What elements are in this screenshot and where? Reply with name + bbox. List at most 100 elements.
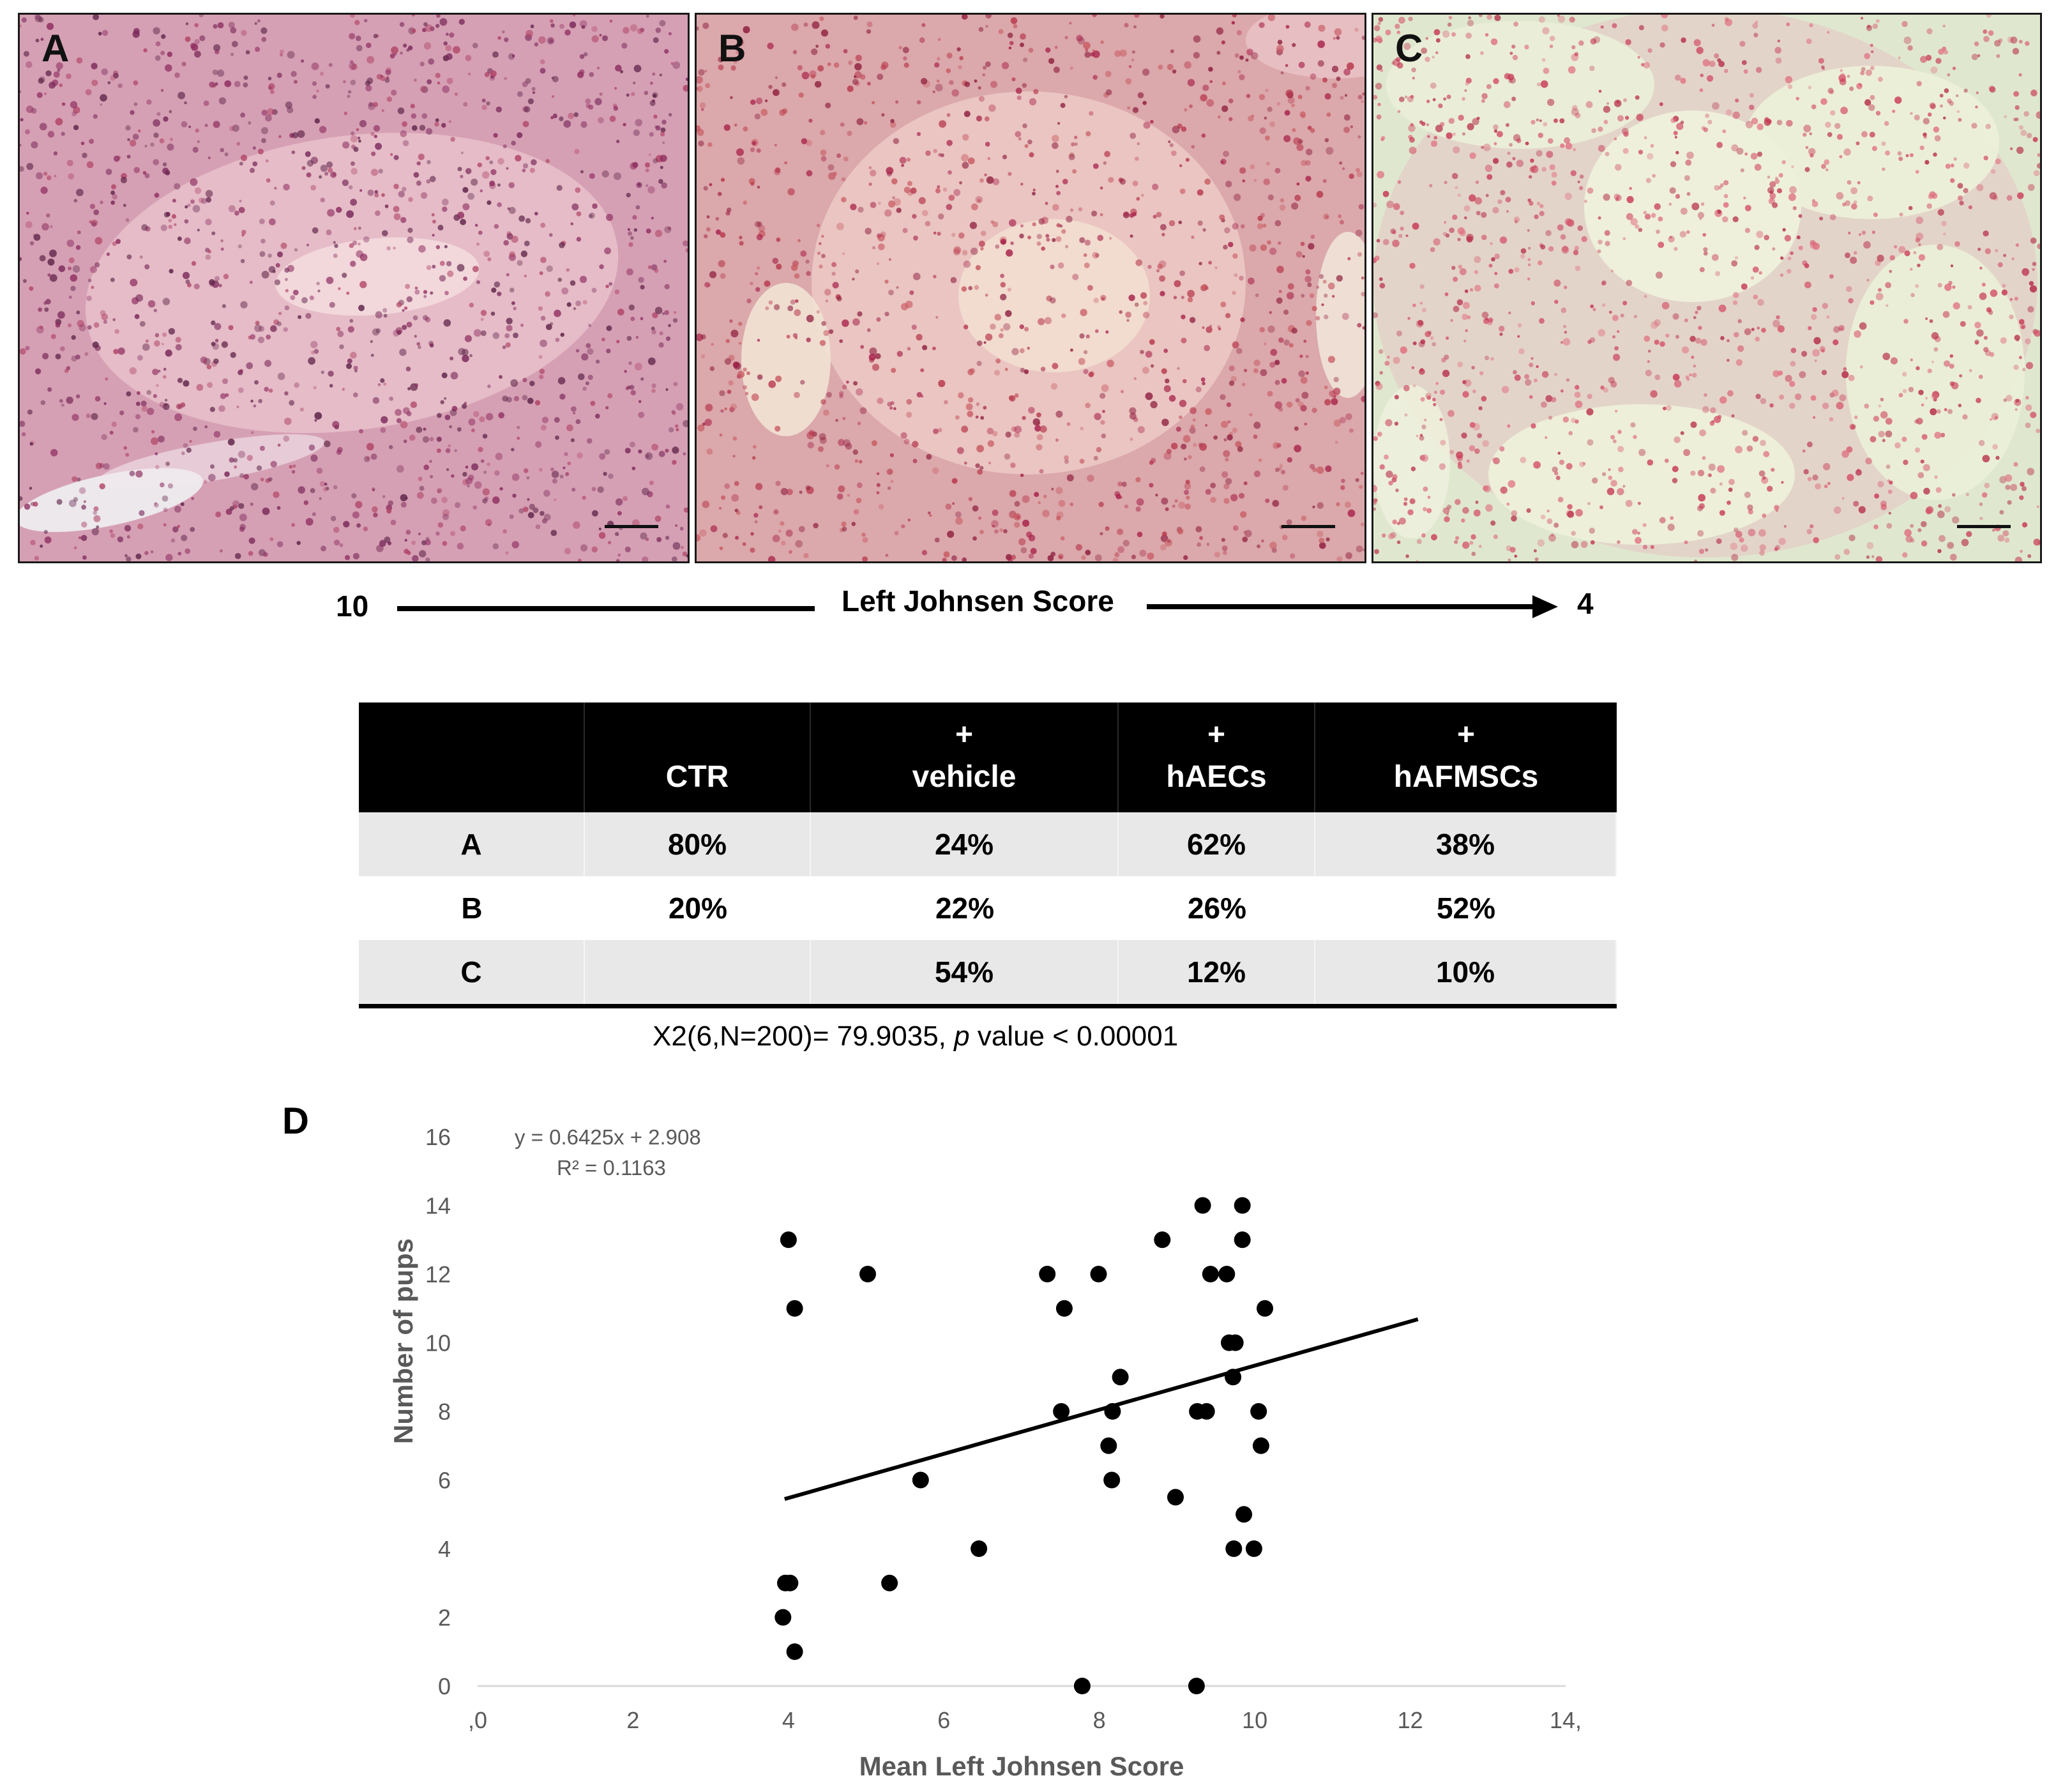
data-point xyxy=(881,1574,898,1591)
x-tick-label: 10 xyxy=(1242,1707,1267,1733)
stat-prefix: X2(6,N=200)= 79.9035, xyxy=(653,1021,955,1052)
table-header-cell: CTR xyxy=(585,702,811,812)
data-point xyxy=(1188,1678,1205,1694)
y-axis-ticks: 0 2 4 6 8 10 12 14 16 xyxy=(425,1124,451,1699)
table-header-cell: + hAFMSCs xyxy=(1315,702,1617,812)
table-bottom-rule xyxy=(359,1004,1617,1008)
data-point xyxy=(912,1471,929,1489)
chi-square-statistic: X2(6,N=200)= 79.9035, p value < 0.00001 xyxy=(653,1021,1178,1052)
data-point xyxy=(1090,1266,1107,1282)
stat-p: p xyxy=(954,1021,970,1052)
x-tick-label: 12 xyxy=(1398,1707,1423,1733)
data-point xyxy=(1252,1437,1269,1454)
y-tick-label: 0 xyxy=(438,1673,451,1699)
header-top: + xyxy=(1207,718,1226,752)
data-point xyxy=(1227,1334,1244,1351)
table-header-row: CTR + vehicle + hAECs + hAFMSCs xyxy=(359,702,1617,812)
y-tick-label: 14 xyxy=(425,1193,451,1219)
data-point xyxy=(786,1643,803,1660)
data-point xyxy=(1100,1437,1117,1454)
data-point xyxy=(1053,1403,1070,1420)
data-point xyxy=(1236,1506,1253,1523)
data-points xyxy=(775,1197,1273,1694)
data-point xyxy=(780,1231,797,1249)
data-point xyxy=(1055,1300,1073,1317)
x-tick-label: 6 xyxy=(937,1707,950,1733)
data-point xyxy=(1225,1369,1242,1386)
johnsen-left-value: 10 xyxy=(336,589,369,623)
data-point xyxy=(1073,1678,1091,1694)
table-row: B 20% 22% 26% 52% xyxy=(359,876,1617,940)
data-point xyxy=(1234,1231,1251,1249)
y-tick-label: 2 xyxy=(438,1605,451,1631)
johnsen-arrowhead-icon xyxy=(1532,595,1558,618)
y-tick-label: 6 xyxy=(438,1468,451,1494)
johnsen-right-value: 4 xyxy=(1577,587,1594,620)
johnsen-axis-line-right xyxy=(1147,604,1536,609)
data-point xyxy=(1257,1300,1273,1317)
data-point xyxy=(1198,1403,1215,1420)
header-bottom: vehicle xyxy=(912,760,1017,794)
data-point xyxy=(775,1609,792,1626)
y-tick-label: 8 xyxy=(438,1399,451,1425)
table-cell: 24% xyxy=(811,812,1119,876)
x-axis-ticks: ,0 2 4 6 8 10 12 14, xyxy=(468,1707,1582,1733)
table-header-cell: + vehicle xyxy=(811,702,1119,812)
panel-b-letter: B xyxy=(718,27,746,70)
table-cell: 62% xyxy=(1119,812,1315,876)
data-point xyxy=(786,1300,803,1317)
data-point xyxy=(859,1266,876,1282)
header-top: + xyxy=(955,718,974,752)
data-point xyxy=(1039,1266,1056,1282)
x-tick-label: ,0 xyxy=(468,1707,487,1733)
trendline-r2: R² = 0.1163 xyxy=(557,1156,666,1180)
y-tick-label: 16 xyxy=(425,1124,451,1150)
panel-a-scale-bar xyxy=(605,525,658,528)
trendline-equation: y = 0.6425x + 2.908 xyxy=(515,1125,701,1149)
data-point xyxy=(1154,1231,1171,1249)
micrograph-panel-b: B xyxy=(695,13,1366,563)
johnsen-axis-title: Left Johnsen Score xyxy=(842,584,1114,618)
y-tick-label: 4 xyxy=(438,1536,451,1562)
data-point xyxy=(1218,1266,1236,1282)
panel-d-letter: D xyxy=(282,1100,309,1142)
y-axis-label: Number of pups xyxy=(388,1238,418,1444)
x-tick-label: 8 xyxy=(1093,1707,1106,1733)
table-row: C 54% 12% 10% xyxy=(359,940,1617,1004)
table-cell: 26% xyxy=(1187,892,1247,925)
table-cell: 12% xyxy=(1119,940,1315,1004)
data-point xyxy=(971,1540,988,1557)
stat-suffix: value < 0.00001 xyxy=(969,1021,1179,1052)
table-row: A 80% 24% 62% 38% xyxy=(359,812,1617,876)
score-distribution-table: CTR + vehicle + hAECs + hAFMSCs A 80% 24… xyxy=(359,702,1617,1008)
row-label: C xyxy=(359,940,585,1004)
x-tick-label: 4 xyxy=(782,1707,795,1733)
table-header-cell xyxy=(359,702,585,812)
data-point xyxy=(1103,1471,1121,1489)
header-bottom: hAFMSCs xyxy=(1393,760,1539,794)
table-cell: 22% xyxy=(935,892,995,925)
header-top: + xyxy=(1456,718,1476,752)
data-point xyxy=(1250,1403,1267,1420)
table-cell: 38% xyxy=(1315,812,1617,876)
panel-c-image xyxy=(1373,15,2040,561)
table-cell: 54% xyxy=(811,940,1119,1004)
johnsen-axis-line-left xyxy=(397,606,815,611)
data-point xyxy=(1225,1540,1243,1557)
table-header-cell: + hAECs xyxy=(1119,702,1315,812)
table-cell xyxy=(585,940,811,1004)
table-cell: 52% xyxy=(1436,892,1496,925)
data-point xyxy=(782,1574,799,1591)
data-point xyxy=(1202,1266,1219,1282)
data-point xyxy=(1112,1369,1129,1386)
x-axis-label: Mean Left Johnsen Score xyxy=(859,1751,1184,1781)
y-tick-label: 10 xyxy=(425,1330,451,1356)
header-bottom: hAECs xyxy=(1166,760,1267,794)
table-cell: 20% xyxy=(668,892,728,925)
y-tick-label: 12 xyxy=(425,1261,451,1287)
table-cell: 80% xyxy=(585,812,811,876)
data-point xyxy=(1167,1489,1184,1506)
panel-b-image xyxy=(697,15,1364,561)
x-tick-label: 14, xyxy=(1550,1707,1582,1733)
